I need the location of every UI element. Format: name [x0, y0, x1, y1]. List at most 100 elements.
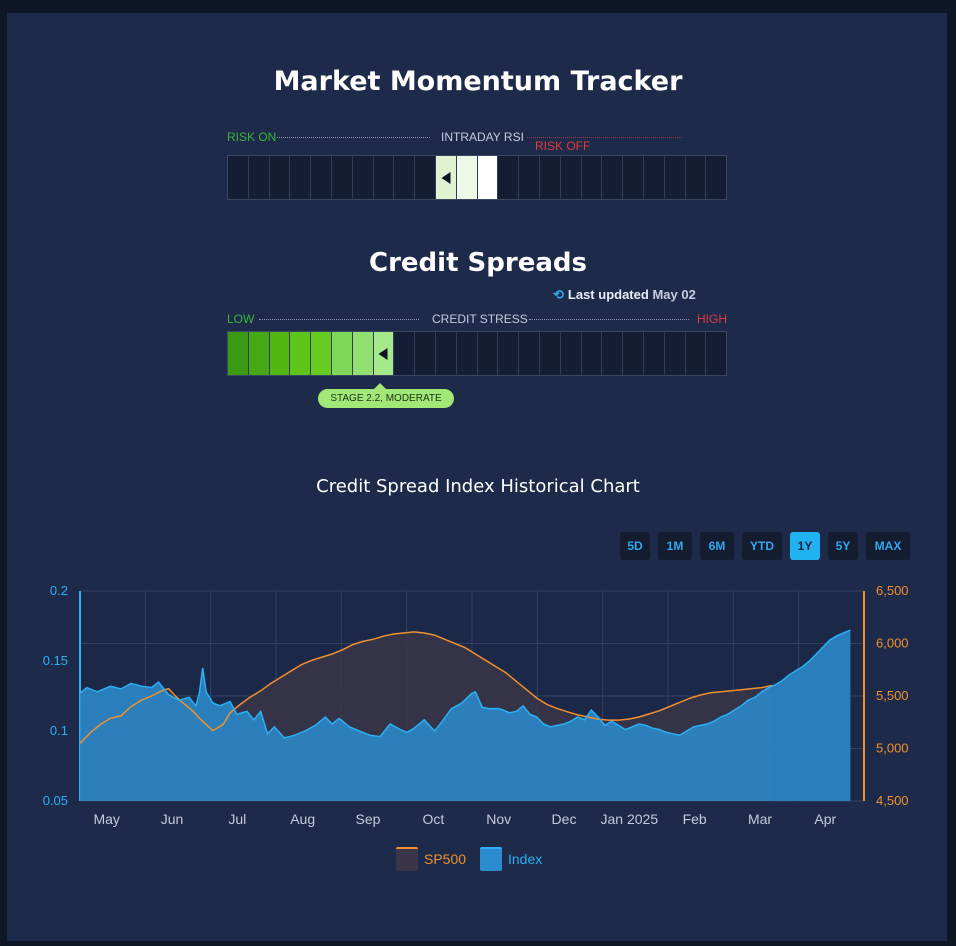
credit-cell — [644, 332, 665, 375]
momentum-cell — [623, 156, 644, 199]
momentum-cell — [561, 156, 582, 199]
credit-cell — [498, 332, 520, 375]
credit-cell — [331, 332, 353, 375]
low-label: LOW — [227, 312, 255, 326]
x-tick-label: Dec — [552, 811, 577, 827]
right-tick-label: 6,000 — [876, 636, 909, 651]
momentum-cell — [374, 156, 395, 199]
x-tick-label: Aug — [290, 811, 315, 827]
index-line — [79, 629, 851, 739]
legend-item-index[interactable]: Index — [480, 846, 542, 872]
credit-cell — [228, 332, 249, 375]
right-tick-label: 6,500 — [876, 583, 909, 598]
x-tick-label: Oct — [422, 811, 444, 827]
left-tick-label: 0.15 — [43, 653, 68, 668]
last-updated-date: May 02 — [652, 287, 696, 302]
credit-spread-chart[interactable]: 0.05 0.1 0.15 0.2 4,500 5,000 5,500 6,000 6,500 M… — [0, 575, 956, 837]
legend-label-index: Index — [508, 851, 543, 867]
credit-cell — [248, 332, 270, 375]
legend-item-sp500[interactable]: SP500 — [396, 846, 466, 872]
momentum-cell — [706, 156, 726, 199]
credit-cell — [457, 332, 478, 375]
right-tick-label: 5,500 — [876, 688, 909, 703]
left-tick-label: 0.2 — [50, 583, 68, 598]
credit-cell — [582, 332, 603, 375]
momentum-cell — [477, 156, 499, 199]
momentum-gauge — [227, 155, 727, 200]
credit-cell — [290, 332, 312, 375]
right-tick-label: 4,500 — [876, 793, 909, 808]
legend-swatch-index — [480, 847, 502, 871]
momentum-cell — [415, 156, 436, 199]
momentum-cell — [644, 156, 665, 199]
page-title: Market Momentum Tracker — [273, 66, 683, 97]
range-button-max[interactable]: MAX — [866, 532, 910, 560]
legend-label-sp500: SP500 — [424, 851, 467, 867]
intraday-rsi-label: INTRADAY RSI — [441, 130, 524, 144]
credit-cell — [706, 332, 726, 375]
credit-cell — [415, 332, 436, 375]
x-tick-label: Jun — [161, 811, 184, 827]
credit-cell — [269, 332, 291, 375]
credit-cell — [352, 332, 374, 375]
momentum-cell — [519, 156, 540, 199]
momentum-cell — [394, 156, 416, 199]
index-area — [80, 630, 851, 801]
credit-cell — [394, 332, 416, 375]
momentum-cell — [270, 156, 291, 199]
range-button-6m[interactable]: 6M — [700, 532, 734, 560]
credit-cell — [602, 332, 624, 375]
credit-cell — [478, 332, 499, 375]
credit-cell — [519, 332, 540, 375]
chart-title: Credit Spread Index Historical Chart — [316, 476, 640, 497]
momentum-marker-icon — [441, 171, 451, 184]
credit-gauge — [227, 331, 727, 376]
risk-on-label: RISK ON — [227, 130, 277, 144]
momentum-cell — [686, 156, 707, 199]
credit-cell — [665, 332, 686, 375]
chart-legend: SP500 Index — [0, 846, 956, 872]
x-tick-label: Jul — [228, 811, 246, 827]
range-button-1m[interactable]: 1M — [658, 532, 692, 560]
legend-swatch-sp500 — [396, 847, 418, 871]
x-tick-label: Apr — [814, 811, 836, 827]
range-button-5d[interactable]: 5D — [620, 532, 650, 560]
x-tick-label: Feb — [683, 811, 707, 827]
momentum-gauge-labels: RISK ON INTRADAY RSI RISK OFF — [227, 130, 726, 153]
momentum-cell — [498, 156, 520, 199]
stage-badge: STAGE 2.2, MODERATE — [318, 383, 454, 408]
high-label: HIGH — [697, 312, 727, 326]
credit-stress-label: CREDIT STRESS — [432, 312, 528, 326]
momentum-cell — [290, 156, 312, 199]
left-tick-label: 0.05 — [43, 793, 68, 808]
credit-cell — [311, 332, 332, 375]
history-icon: ⟲ — [553, 287, 564, 302]
credit-cell — [373, 332, 395, 375]
left-tick-label: 0.1 — [50, 723, 68, 738]
range-button-ytd[interactable]: YTD — [742, 532, 782, 560]
momentum-cell — [665, 156, 686, 199]
x-tick-label: Mar — [748, 811, 772, 827]
last-updated-label: Last updated — [567, 287, 649, 302]
momentum-cell — [353, 156, 374, 199]
sp500-line — [79, 631, 773, 744]
x-tick-label: Nov — [486, 811, 511, 827]
momentum-cell — [249, 156, 270, 199]
x-tick-label: Jan 2025 — [601, 811, 659, 827]
credit-cell — [561, 332, 582, 375]
credit-spreads-title: Credit Spreads — [369, 248, 587, 278]
risk-off-label: RISK OFF — [535, 139, 591, 153]
credit-cell — [623, 332, 644, 375]
range-button-1y[interactable]: 1Y — [790, 532, 820, 560]
momentum-cell — [228, 156, 249, 199]
momentum-cell — [456, 156, 478, 199]
momentum-cell — [435, 156, 457, 199]
credit-marker-icon — [378, 347, 388, 360]
credit-cell — [540, 332, 561, 375]
momentum-cell — [582, 156, 603, 199]
credit-gauge-labels: LOW CREDIT STRESS HIGH — [227, 312, 727, 328]
x-tick-label: May — [93, 811, 119, 827]
momentum-cell — [311, 156, 332, 199]
range-button-5y[interactable]: 5Y — [828, 532, 858, 560]
momentum-cell — [332, 156, 353, 199]
